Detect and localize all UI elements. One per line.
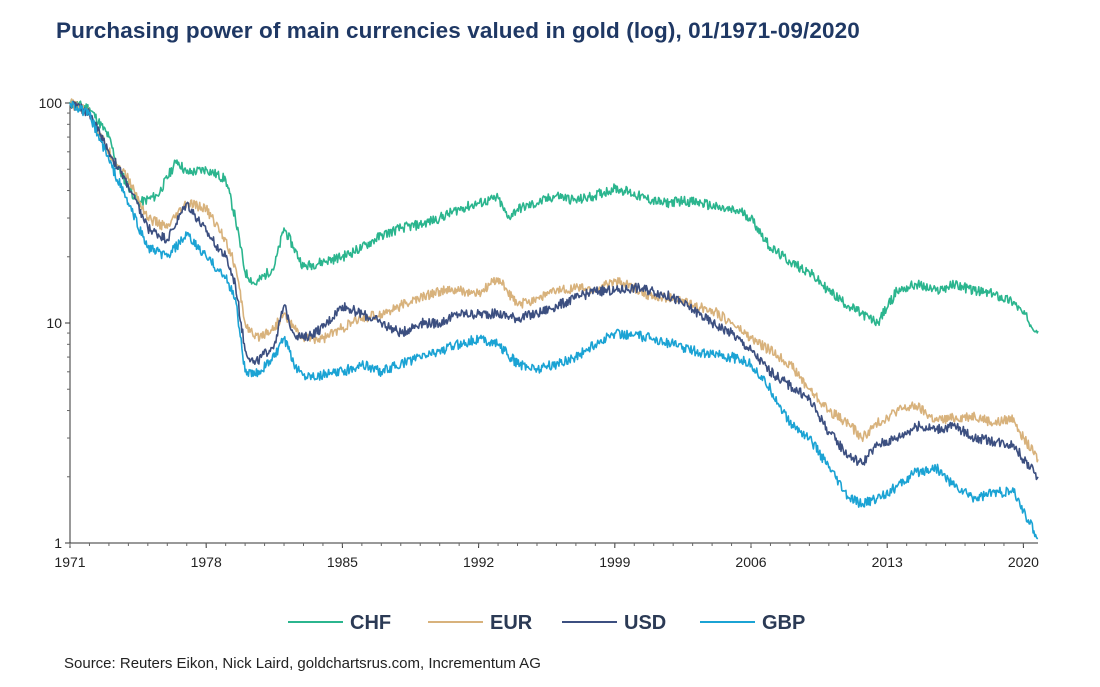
legend-label-usd: USD [624, 612, 666, 634]
x-tick-label: 1971 [54, 554, 85, 570]
y-tick-label: 1 [54, 535, 62, 551]
series-line-chf [69, 98, 1039, 334]
series-line-usd [69, 100, 1039, 481]
y-tick-label: 100 [39, 95, 63, 111]
x-tick-label: 1992 [463, 554, 494, 570]
y-tick-label: 10 [46, 315, 62, 331]
chart-title: Purchasing power of main currencies valu… [56, 18, 860, 43]
x-tick-group: 1971 1978 1985 1992 1999 2006 2013 2020 [54, 543, 1039, 570]
series-line-gbp [69, 100, 1039, 540]
legend-label-eur: EUR [490, 612, 533, 634]
x-tick-label: 1978 [191, 554, 222, 570]
source-note: Source: Reuters Eikon, Nick Laird, goldc… [64, 655, 541, 672]
x-tick-label: 2020 [1008, 554, 1039, 570]
x-tick-label: 1999 [599, 554, 630, 570]
legend: CHF EUR USD GBP [288, 612, 805, 634]
legend-label-gbp: GBP [762, 612, 805, 634]
series-line-eur [69, 98, 1039, 463]
x-tick-label: 1985 [327, 554, 358, 570]
x-tick-label: 2013 [872, 554, 903, 570]
y-tick-group: 1 10 100 [39, 95, 70, 551]
x-tick-label: 2006 [735, 554, 766, 570]
series-lines [69, 98, 1039, 540]
legend-label-chf: CHF [350, 612, 391, 634]
